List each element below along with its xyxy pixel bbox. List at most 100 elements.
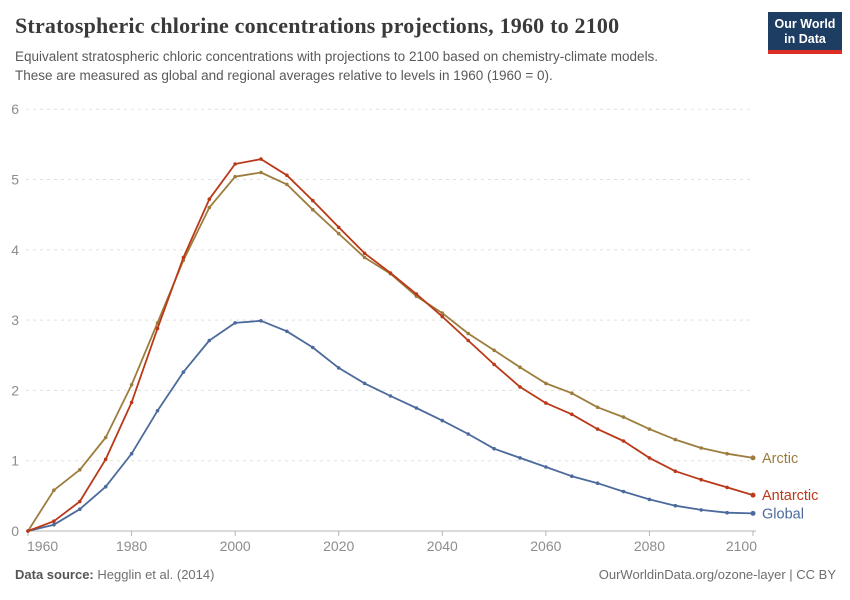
series-point-global-2050: [492, 446, 496, 451]
series-point-arctic-2020: [336, 231, 341, 236]
series-point-antarctic-2085: [673, 469, 678, 473]
chart-header: Stratospheric chlorine concentrations pr…: [0, 0, 850, 86]
series-point-arctic-2085: [673, 437, 678, 442]
owid-logo-line1: Our World: [774, 17, 836, 31]
series-point-global-2085: [673, 503, 678, 508]
series-line-arctic[interactable]: [27, 171, 754, 532]
series-point-antarctic-2080: [647, 455, 652, 460]
series-point-arctic-2000: [233, 174, 237, 179]
series-point-arctic-2065: [570, 391, 574, 395]
x-tick-label-2000: 2000: [220, 538, 251, 554]
series-point-arctic-2050: [492, 348, 496, 352]
x-tick-label-2080: 2080: [634, 538, 665, 554]
series-point-arctic-2080: [647, 427, 652, 431]
y-tick-label-3: 3: [11, 312, 19, 328]
series-point-arctic-2040: [440, 311, 445, 315]
series-point-antarctic-1985: [155, 326, 160, 331]
series-point-global-2065: [570, 474, 574, 478]
series-point-global-2070: [595, 481, 600, 485]
series-point-arctic-1995: [207, 205, 212, 210]
series-point-antarctic-2075: [621, 438, 626, 443]
series-point-arctic-2090: [699, 445, 703, 450]
series-point-global-2020: [336, 365, 341, 370]
series-point-antarctic-2020: [336, 225, 341, 229]
series-label-arctic[interactable]: Arctic: [762, 451, 798, 467]
series-point-global-2005: [259, 318, 263, 323]
data-source: Data source: Hegglin et al. (2014): [15, 567, 214, 582]
series-point-global-1970: [78, 507, 82, 511]
series-point-antarctic-1970: [78, 499, 82, 504]
series-point-antarctic-1965: [52, 519, 56, 523]
series-point-global-2000: [233, 320, 237, 325]
series-point-arctic-2025: [362, 255, 367, 260]
series-point-antarctic-2005: [259, 157, 263, 161]
series-end-dot-global: [750, 510, 756, 516]
series-point-global-1990: [181, 370, 186, 374]
series-line-antarctic[interactable]: [27, 157, 754, 532]
x-tick-label-2100: 2100: [726, 538, 757, 554]
series-point-antarctic-1980: [129, 400, 134, 404]
series-point-arctic-2010: [285, 182, 289, 186]
series-point-arctic-2015: [311, 207, 315, 212]
series-end-dot-arctic: [750, 455, 756, 461]
credit-link[interactable]: OurWorldinData.org/ozone-layer | CC BY: [598, 567, 836, 582]
x-tick-label-2040: 2040: [427, 538, 458, 554]
owid-logo-line2: in Data: [784, 31, 826, 46]
series-point-arctic-1980: [129, 382, 134, 387]
series-point-antarctic-1960: [26, 528, 30, 533]
series-point-antarctic-2060: [544, 401, 548, 405]
series-point-arctic-2055: [518, 365, 522, 369]
line-chart-canvas: 0 1 2 3 4 5 6 1960 1980 2000 2020 2040 2060 2080 2100 G…: [11, 101, 818, 554]
series-point-antarctic-2000: [233, 161, 237, 166]
data-source-value: Hegglin et al. (2014): [97, 567, 215, 582]
series-point-global-1965: [52, 522, 56, 527]
series-point-antarctic-1975: [103, 457, 108, 461]
series-point-antarctic-2015: [311, 198, 315, 203]
chart-footer: Data source: Hegglin et al. (2014) OurWo…: [15, 567, 836, 582]
series-point-arctic-2075: [621, 415, 626, 419]
series-point-arctic-2005: [259, 170, 263, 175]
series-point-arctic-2070: [595, 405, 600, 409]
series-point-global-1985: [155, 408, 160, 413]
series-label-antarctic[interactable]: Antarctic: [762, 488, 818, 504]
series-point-global-2010: [285, 329, 289, 333]
series-point-arctic-2095: [725, 451, 729, 456]
y-tick-label-6: 6: [11, 101, 19, 117]
series-point-antarctic-1990: [181, 255, 186, 260]
y-tick-label-2: 2: [11, 382, 19, 398]
series-point-antarctic-2090: [699, 477, 703, 482]
series-point-arctic-2060: [544, 381, 548, 385]
series-point-antarctic-2010: [285, 173, 289, 177]
series-point-global-2045: [466, 431, 471, 436]
series-point-global-2090: [699, 507, 703, 512]
series-point-arctic-1975: [103, 435, 108, 440]
series-point-global-2080: [647, 497, 652, 501]
series-point-antarctic-2025: [362, 251, 367, 255]
series-point-arctic-2045: [466, 331, 471, 336]
series-point-global-2075: [621, 489, 626, 494]
series-point-antarctic-1995: [207, 197, 212, 201]
series-point-global-2040: [440, 418, 445, 423]
y-tick-label-0: 0: [11, 523, 19, 539]
series-point-global-2060: [544, 464, 548, 469]
series-point-antarctic-2065: [570, 412, 574, 416]
x-tick-label-1980: 1980: [116, 538, 147, 554]
series-point-antarctic-2030: [388, 270, 393, 275]
series-label-global[interactable]: Global: [762, 506, 804, 522]
series-point-global-1995: [207, 338, 212, 343]
y-tick-label-1: 1: [11, 452, 19, 468]
series-point-antarctic-2070: [595, 427, 600, 431]
series-point-antarctic-2035: [414, 292, 419, 296]
series-point-antarctic-2055: [518, 384, 522, 389]
series-point-global-2035: [414, 405, 419, 410]
owid-logo[interactable]: Our World in Data: [768, 12, 842, 54]
series-point-arctic-1970: [78, 467, 82, 472]
series-point-global-2015: [311, 345, 315, 350]
series-point-global-2055: [518, 455, 522, 460]
series-end-dot-antarctic: [750, 492, 756, 498]
series-point-antarctic-2045: [466, 338, 471, 343]
chart-subtitle: Equivalent stratospheric chloric concent…: [15, 48, 834, 86]
series-point-global-2025: [362, 381, 367, 385]
y-tick-label-5: 5: [11, 171, 19, 187]
x-tick-label-1960: 1960: [27, 538, 58, 554]
